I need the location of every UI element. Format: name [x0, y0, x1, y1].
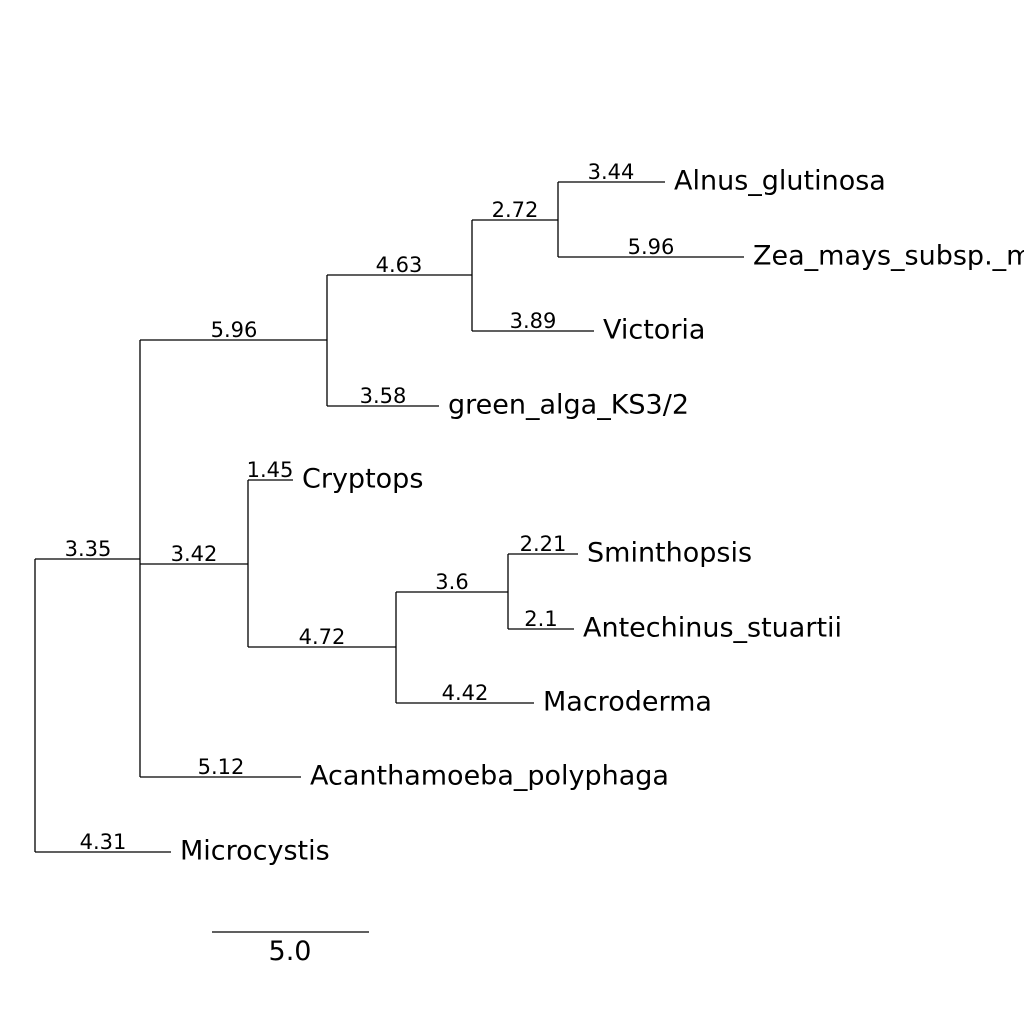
leaf-label-macroderma: Macroderma	[543, 687, 712, 718]
branch-length-macroderma: 4.42	[442, 681, 489, 705]
leaf-label-microcystis: Microcystis	[180, 836, 330, 867]
branch-length-mammal-clade: 4.72	[299, 625, 346, 649]
branch-length-antechinus: 2.1	[524, 607, 557, 631]
leaf-label-victoria: Victoria	[603, 315, 705, 346]
branch-length-victoria: 3.89	[510, 309, 557, 333]
tree-branches	[34, 181, 744, 853]
leaf-label-acanthamoeba: Acanthamoeba_polyphaga	[310, 761, 669, 792]
branch-length-labels: 3.44 5.96 3.89 3.58 1.45 2.21 2.1 4.42 5…	[65, 160, 675, 854]
branch-length-marsupial-clade: 3.6	[435, 570, 468, 594]
branch-length-alnus: 3.44	[588, 160, 635, 184]
branch-length-upper-clade: 5.96	[211, 318, 258, 342]
leaf-label-green-alga: green_alga_KS3/2	[448, 390, 689, 421]
branch-length-cryptops: 1.45	[247, 458, 294, 482]
branch-length-alnus-zea-clade: 2.72	[492, 198, 539, 222]
branch-length-cryptops-mammal-clade: 3.42	[171, 542, 218, 566]
leaf-labels: Alnus_glutinosa Zea_mays_subsp._mays Vic…	[180, 166, 1024, 867]
branch-length-sminthopsis: 2.21	[520, 532, 567, 556]
leaf-label-cryptops: Cryptops	[302, 464, 423, 495]
branch-length-acanthamoeba: 5.12	[198, 755, 245, 779]
branch-length-microcystis: 4.31	[80, 830, 127, 854]
branch-length-zea: 5.96	[628, 235, 675, 259]
leaf-label-zea: Zea_mays_subsp._mays	[753, 241, 1024, 272]
leaf-label-antechinus: Antechinus_stuartii	[583, 613, 842, 644]
leaf-label-sminthopsis: Sminthopsis	[587, 538, 752, 569]
scale-bar: 5.0	[212, 931, 369, 967]
leaf-label-alnus: Alnus_glutinosa	[674, 166, 886, 197]
branch-length-main-clade: 3.35	[65, 537, 112, 561]
scale-bar-label: 5.0	[269, 936, 312, 967]
branch-length-green-alga: 3.58	[360, 384, 407, 408]
branch-length-plant-clade: 4.63	[376, 253, 423, 277]
